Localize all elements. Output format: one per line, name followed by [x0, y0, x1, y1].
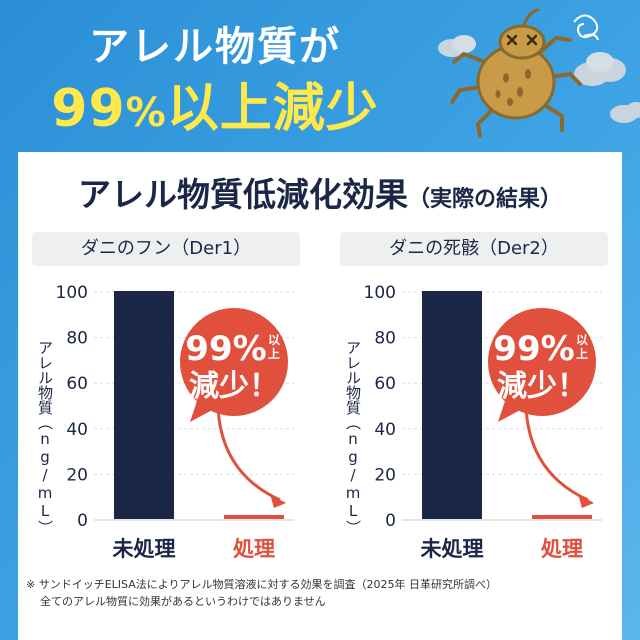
hero-percent: % [125, 90, 167, 136]
y-tick-label: 40 [374, 420, 396, 440]
reduction-badge [180, 308, 288, 416]
chart-title: ダニの死骸（Der2） [340, 232, 608, 266]
y-tick-label: 0 [385, 511, 396, 531]
bar-untreated [114, 291, 174, 519]
mite-head [498, 24, 546, 60]
y-tick-label: 0 [77, 511, 88, 531]
card-title-main: アレル物質低減化効果 [77, 175, 408, 214]
hero-headline-line2: 99%以上減少 [0, 66, 430, 141]
dust-mite-illustration [438, 8, 640, 138]
badge-text: 減少！ [497, 369, 587, 404]
x-tick-label: 処理 [541, 537, 583, 561]
badge-small-text: 上 [576, 346, 588, 361]
arrow-head-icon [578, 494, 594, 508]
chart-panel-der2: ダニの死骸（Der2） アレル物質（ng/mL） 0 20 40 60 80 100 未処理 処… [340, 232, 608, 602]
badge-text: 減少！ [189, 369, 279, 404]
card-title: アレル物質低減化効果（実際の結果） [18, 168, 622, 216]
bar-untreated [422, 291, 482, 519]
mite-eyes-icon [506, 34, 538, 46]
chart-svg: 0 20 40 60 80 100 未処理 処理 99% 以上減少！ [364, 283, 602, 561]
badge-tail [190, 398, 216, 422]
mite-spots [495, 69, 531, 106]
chart-svg: 0 20 40 60 80 100 未処理 処理 99% 以上減少！ [56, 283, 294, 561]
y-axis-label: アレル物質（ng/mL） [36, 340, 54, 535]
chart-panel-der1: ダニのフン（Der1） アレル物質（ng/mL） 0 20 40 60 80 100 未処理 処… [32, 232, 300, 602]
hero-rest: 以上減少 [166, 79, 379, 139]
badge-percent: 99% [493, 329, 574, 369]
card-title-sub: （実際の結果） [407, 187, 562, 212]
bar-treated [224, 515, 284, 519]
chart-title: ダニのフン（Der1） [32, 232, 300, 266]
mite-antenna [522, 8, 540, 28]
y-tick-label: 60 [66, 374, 88, 394]
bar-chart-der1: アレル物質（ng/mL） 0 20 40 60 80 100 未処理 処理 99% 以上減少！ [32, 270, 300, 602]
y-tick-label: 60 [374, 374, 396, 394]
y-tick-label: 80 [374, 329, 396, 349]
x-tick-label: 未処理 [113, 537, 176, 561]
footnote-line2: 全てのアレル物質に効果があるというわけではありません [40, 595, 326, 608]
y-tick-label: 40 [66, 420, 88, 440]
y-axis-label: アレル物質（ng/mL） [344, 340, 362, 535]
badge-small-text: 以 [576, 333, 588, 347]
y-tick-label: 100 [364, 283, 396, 303]
badge-tail [498, 398, 524, 422]
reduction-badge [488, 308, 596, 416]
badge-small-text: 以 [268, 333, 280, 347]
dizzy-swirl-icon [573, 14, 599, 41]
y-tick-label: 20 [66, 465, 88, 485]
results-card: アレル物質低減化効果（実際の結果） ダニのフン（Der1） アレル物質（ng/m… [18, 152, 622, 640]
footnote: ※ サンドイッチELISA法によりアレル物質溶液に対する効果を調査（2025年 … [26, 576, 616, 610]
badge-small-text: 上 [268, 346, 280, 361]
y-tick-label: 80 [66, 329, 88, 349]
hero-headline-line1: アレル物質が [89, 24, 341, 70]
smoke-puff-icon [438, 35, 640, 123]
badge-percent: 99% [185, 329, 266, 369]
x-tick-label: 処理 [233, 537, 275, 561]
bar-chart-der2: アレル物質（ng/mL） 0 20 40 60 80 100 未処理 処理 99% 以上減少！ [340, 270, 608, 602]
x-tick-label: 未処理 [421, 537, 484, 561]
y-tick-label: 100 [56, 283, 88, 303]
footnote-line1: ※ サンドイッチELISA法によりアレル物質溶液に対する効果を調査（2025年 … [26, 578, 498, 591]
hero-number: 99 [51, 79, 126, 139]
arrow-head-icon [270, 494, 286, 508]
bar-treated [532, 515, 592, 519]
y-tick-label: 20 [374, 465, 396, 485]
